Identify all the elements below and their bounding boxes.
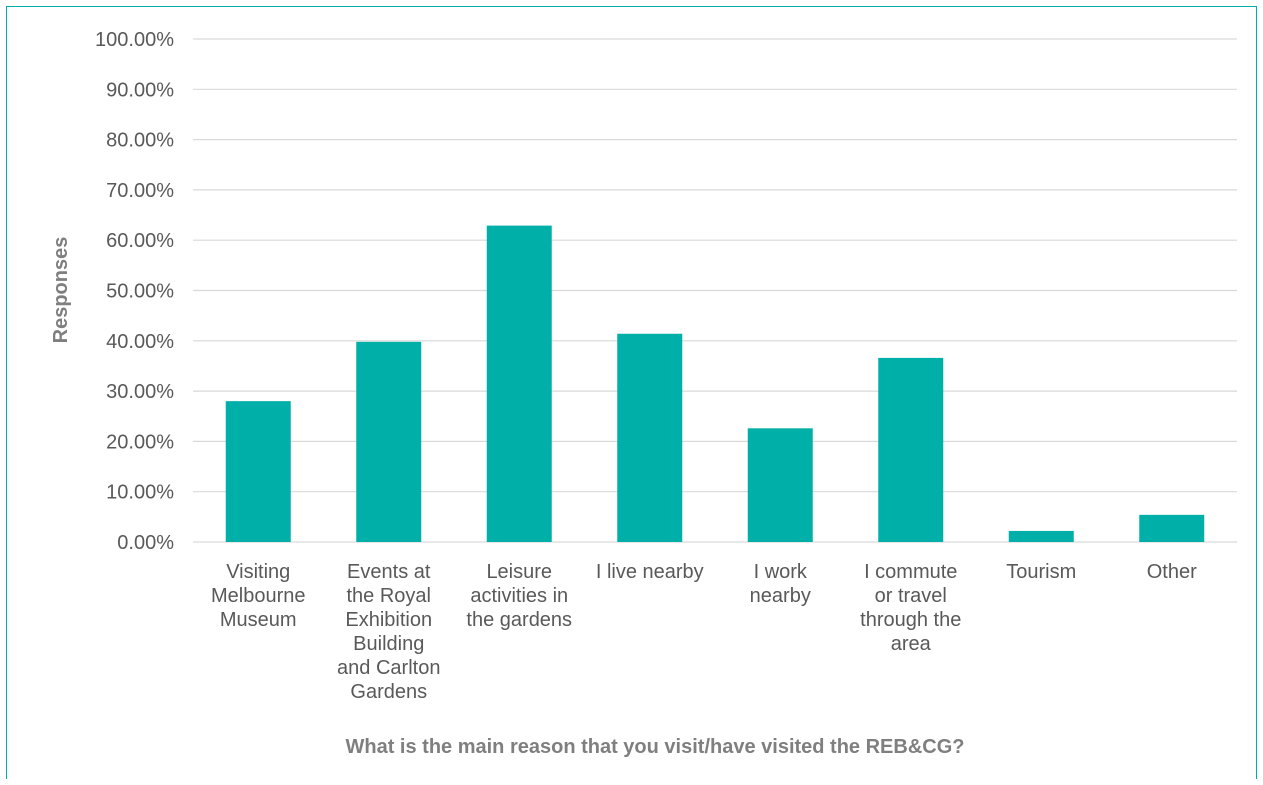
bar [747,428,813,542]
x-axis-categories: Visiting Melbourne Museum Events at the Roya… [211,561,1197,703]
bar [356,341,422,542]
bar [617,333,683,542]
y-tick-label: 100.00% [95,29,174,51]
x-category-label: Events at the Royal Exhibition Building and … [337,561,440,703]
bar [878,357,944,542]
y-tick-label: 90.00% [106,79,174,101]
y-tick-label: 10.00% [106,482,174,504]
x-category-label: Other [1147,561,1197,583]
x-category-label: I commute or travel through the area [860,561,961,655]
x-category-label: Tourism [1006,561,1076,583]
x-category-label: Visiting Melbourne Museum [211,561,306,631]
y-tick-label: 0.00% [117,532,174,554]
y-axis-title: Responses [50,237,72,344]
x-category-label: Leisure activities in the gardens [466,561,572,631]
x-axis-title: What is the main reason that you visit/h… [345,736,964,758]
bar [1139,514,1205,542]
y-axis-ticks: 0.00% 10.00% 20.00% 30.00% 40.00% 50.00% 60.00… [95,29,174,554]
y-tick-label: 20.00% [106,431,174,453]
gridlines [193,38,1237,543]
y-tick-label: 60.00% [106,230,174,252]
bar [1008,530,1074,542]
y-tick-label: 40.00% [106,331,174,353]
bars [225,225,1205,542]
y-tick-label: 80.00% [106,130,174,152]
y-tick-label: 50.00% [106,281,174,303]
x-category-label: I work nearby [750,561,811,607]
bar [225,401,291,542]
y-tick-label: 30.00% [106,381,174,403]
bar [486,225,552,542]
x-category-label: I live nearby [596,561,704,583]
y-tick-label: 70.00% [106,180,174,202]
